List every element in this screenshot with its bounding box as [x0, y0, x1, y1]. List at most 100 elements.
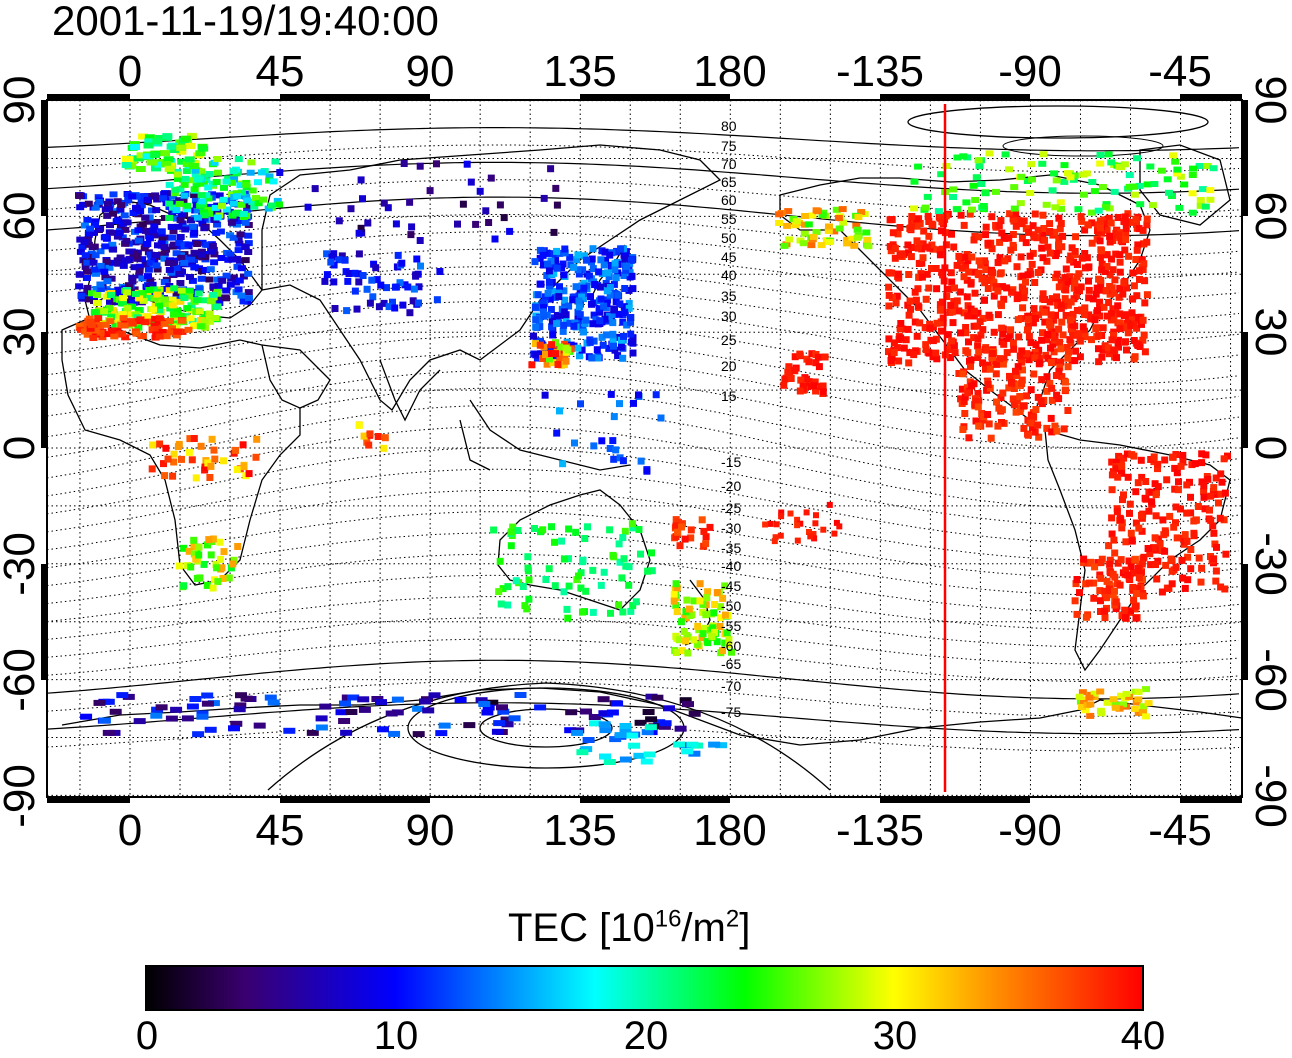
- tec-cell: [576, 352, 583, 360]
- tec-cell: [327, 258, 335, 266]
- tec-cell: [634, 719, 647, 726]
- tec-cell: [540, 343, 548, 351]
- tec-cell: [1000, 340, 1008, 348]
- tec-cell: [838, 206, 847, 213]
- tec-cell: [814, 353, 822, 361]
- tec-cell: [86, 225, 95, 232]
- tec-cell: [152, 262, 161, 269]
- tec-cell: [497, 708, 510, 715]
- tec-cell: [338, 718, 351, 724]
- tec-cell: [137, 202, 146, 209]
- frame-segment: [1242, 100, 1248, 216]
- tec-cell: [998, 324, 1006, 332]
- tec-cell: [826, 239, 834, 246]
- tec-cell: [1175, 478, 1182, 486]
- tec-cell: [561, 353, 569, 361]
- tec-cell: [891, 245, 899, 253]
- tec-cell: [946, 342, 954, 350]
- tec-cell: [1046, 379, 1054, 387]
- tec-cell: [1112, 250, 1120, 258]
- tec-cell: [1187, 565, 1195, 573]
- tec-cell: [1200, 493, 1208, 501]
- tec-cell: [597, 581, 605, 589]
- magnetic-latitude-label: 60: [721, 192, 737, 208]
- tec-cell: [114, 260, 123, 267]
- tec-cell: [1133, 324, 1141, 332]
- tec-cell: [623, 321, 631, 329]
- tec-cell: [968, 382, 976, 390]
- tec-cell: [94, 315, 103, 322]
- tec-cell: [380, 199, 388, 207]
- tec-cell: [1047, 414, 1055, 422]
- tec-cell: [1085, 311, 1093, 319]
- tec-cell: [588, 255, 596, 263]
- tec-cell: [1095, 358, 1103, 366]
- tec-cell: [560, 555, 568, 563]
- tec-cell: [1191, 460, 1199, 468]
- tec-cell: [335, 256, 343, 264]
- tec-cell: [375, 699, 387, 706]
- tec-cell: [80, 222, 89, 229]
- tec-cell: [240, 463, 248, 471]
- tec-cell: [606, 445, 614, 452]
- tec-cell: [1154, 460, 1162, 468]
- tec-cell: [245, 470, 253, 478]
- tec-cell: [1012, 222, 1020, 230]
- tec-cell: [962, 347, 970, 355]
- tec-cell: [961, 253, 968, 261]
- tec-cell: [684, 649, 692, 657]
- tec-cell: [213, 214, 222, 221]
- tec-cell: [129, 299, 138, 306]
- tec-cell: [233, 706, 246, 713]
- tec-cell: [1090, 579, 1098, 587]
- tec-cell: [1177, 505, 1184, 513]
- tec-cell: [539, 251, 547, 259]
- tec-cell: [960, 273, 968, 281]
- tec-cell: [553, 429, 561, 437]
- tec-cell: [158, 236, 167, 243]
- magnetic-latitude-line: [47, 468, 1240, 544]
- tec-cell: [1096, 707, 1105, 714]
- tec-cell: [594, 354, 602, 362]
- tec-cell: [1133, 292, 1141, 300]
- tec-cell: [81, 328, 89, 335]
- tec-cell: [1000, 355, 1008, 363]
- tec-cell: [1014, 217, 1022, 225]
- tec-cell: [482, 704, 495, 711]
- tec-cell: [201, 692, 214, 699]
- tec-cell: [1139, 708, 1147, 715]
- tec-cell: [708, 633, 716, 641]
- tec-cell: [463, 160, 471, 168]
- tec-cell: [132, 205, 141, 212]
- tec-cell: [536, 341, 544, 349]
- tec-cell: [1172, 563, 1180, 571]
- tec-cell: [463, 722, 476, 729]
- tec-cell: [1152, 561, 1159, 568]
- tec-cell: [135, 267, 144, 274]
- magnetic-latitude-line: [47, 248, 1240, 300]
- tec-cell: [76, 271, 84, 278]
- tec-cell: [486, 699, 499, 706]
- tec-cell: [998, 419, 1005, 426]
- tec-cell: [190, 550, 198, 558]
- tec-cell: [994, 287, 1002, 295]
- tec-cell: [1134, 564, 1142, 572]
- coastline: [459, 419, 491, 471]
- tec-cell: [620, 555, 628, 563]
- tec-cell: [1165, 189, 1173, 196]
- tec-cell: [910, 205, 919, 212]
- tec-cell: [229, 176, 238, 183]
- tec-cell: [1043, 387, 1051, 395]
- tec-cell: [984, 239, 992, 247]
- tec-cell: [1089, 295, 1097, 303]
- tec-cell: [196, 710, 209, 717]
- tec-cell: [161, 472, 169, 480]
- tec-cell: [241, 257, 250, 264]
- tec-cell: [153, 326, 162, 333]
- tec-cell: [548, 341, 556, 349]
- tec-cell: [1076, 337, 1084, 345]
- tec-cell: [177, 158, 186, 165]
- tec-cell: [84, 231, 93, 238]
- tec-cell: [539, 299, 547, 307]
- tec-cell: [1129, 313, 1136, 321]
